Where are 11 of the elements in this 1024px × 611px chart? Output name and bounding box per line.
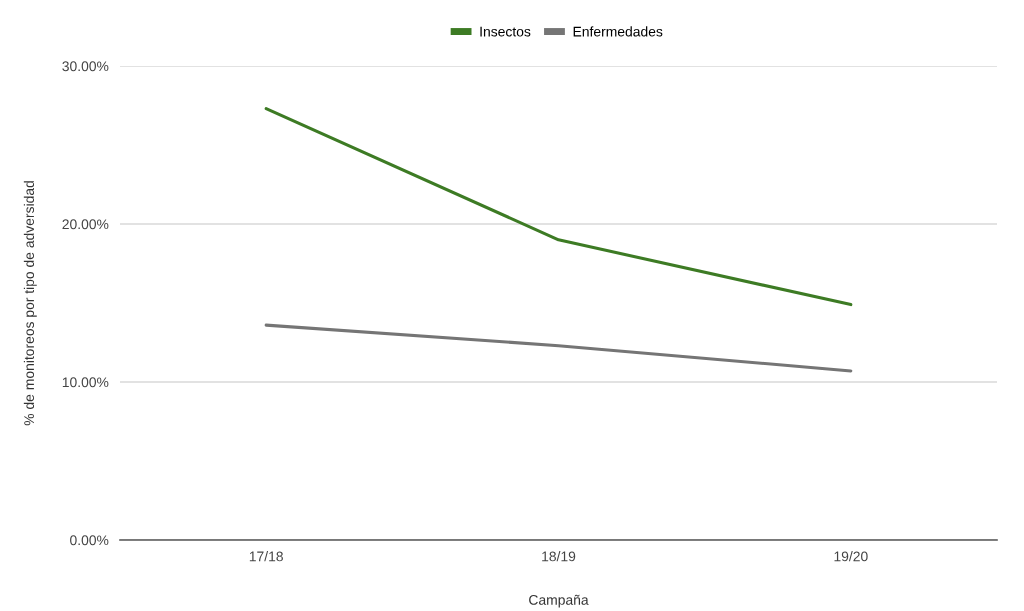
x-tick-label: 18/19 bbox=[542, 551, 576, 562]
y-tick-label: 30.00% bbox=[62, 61, 109, 72]
x-tick-label: 17/18 bbox=[249, 551, 283, 562]
legend-label: Insectos bbox=[480, 26, 531, 37]
y-tick-label: 20.00% bbox=[62, 219, 109, 230]
y-tick-label: 0.00% bbox=[70, 535, 109, 546]
legend-label: Enfermedades bbox=[573, 26, 663, 37]
x-axis-title: Campaña bbox=[529, 594, 589, 608]
y-tick-label: 10.00% bbox=[62, 377, 109, 388]
y-axis-title: % de monitoreos por tipo de adversidad bbox=[23, 181, 37, 426]
x-tick-label: 19/20 bbox=[834, 551, 868, 562]
